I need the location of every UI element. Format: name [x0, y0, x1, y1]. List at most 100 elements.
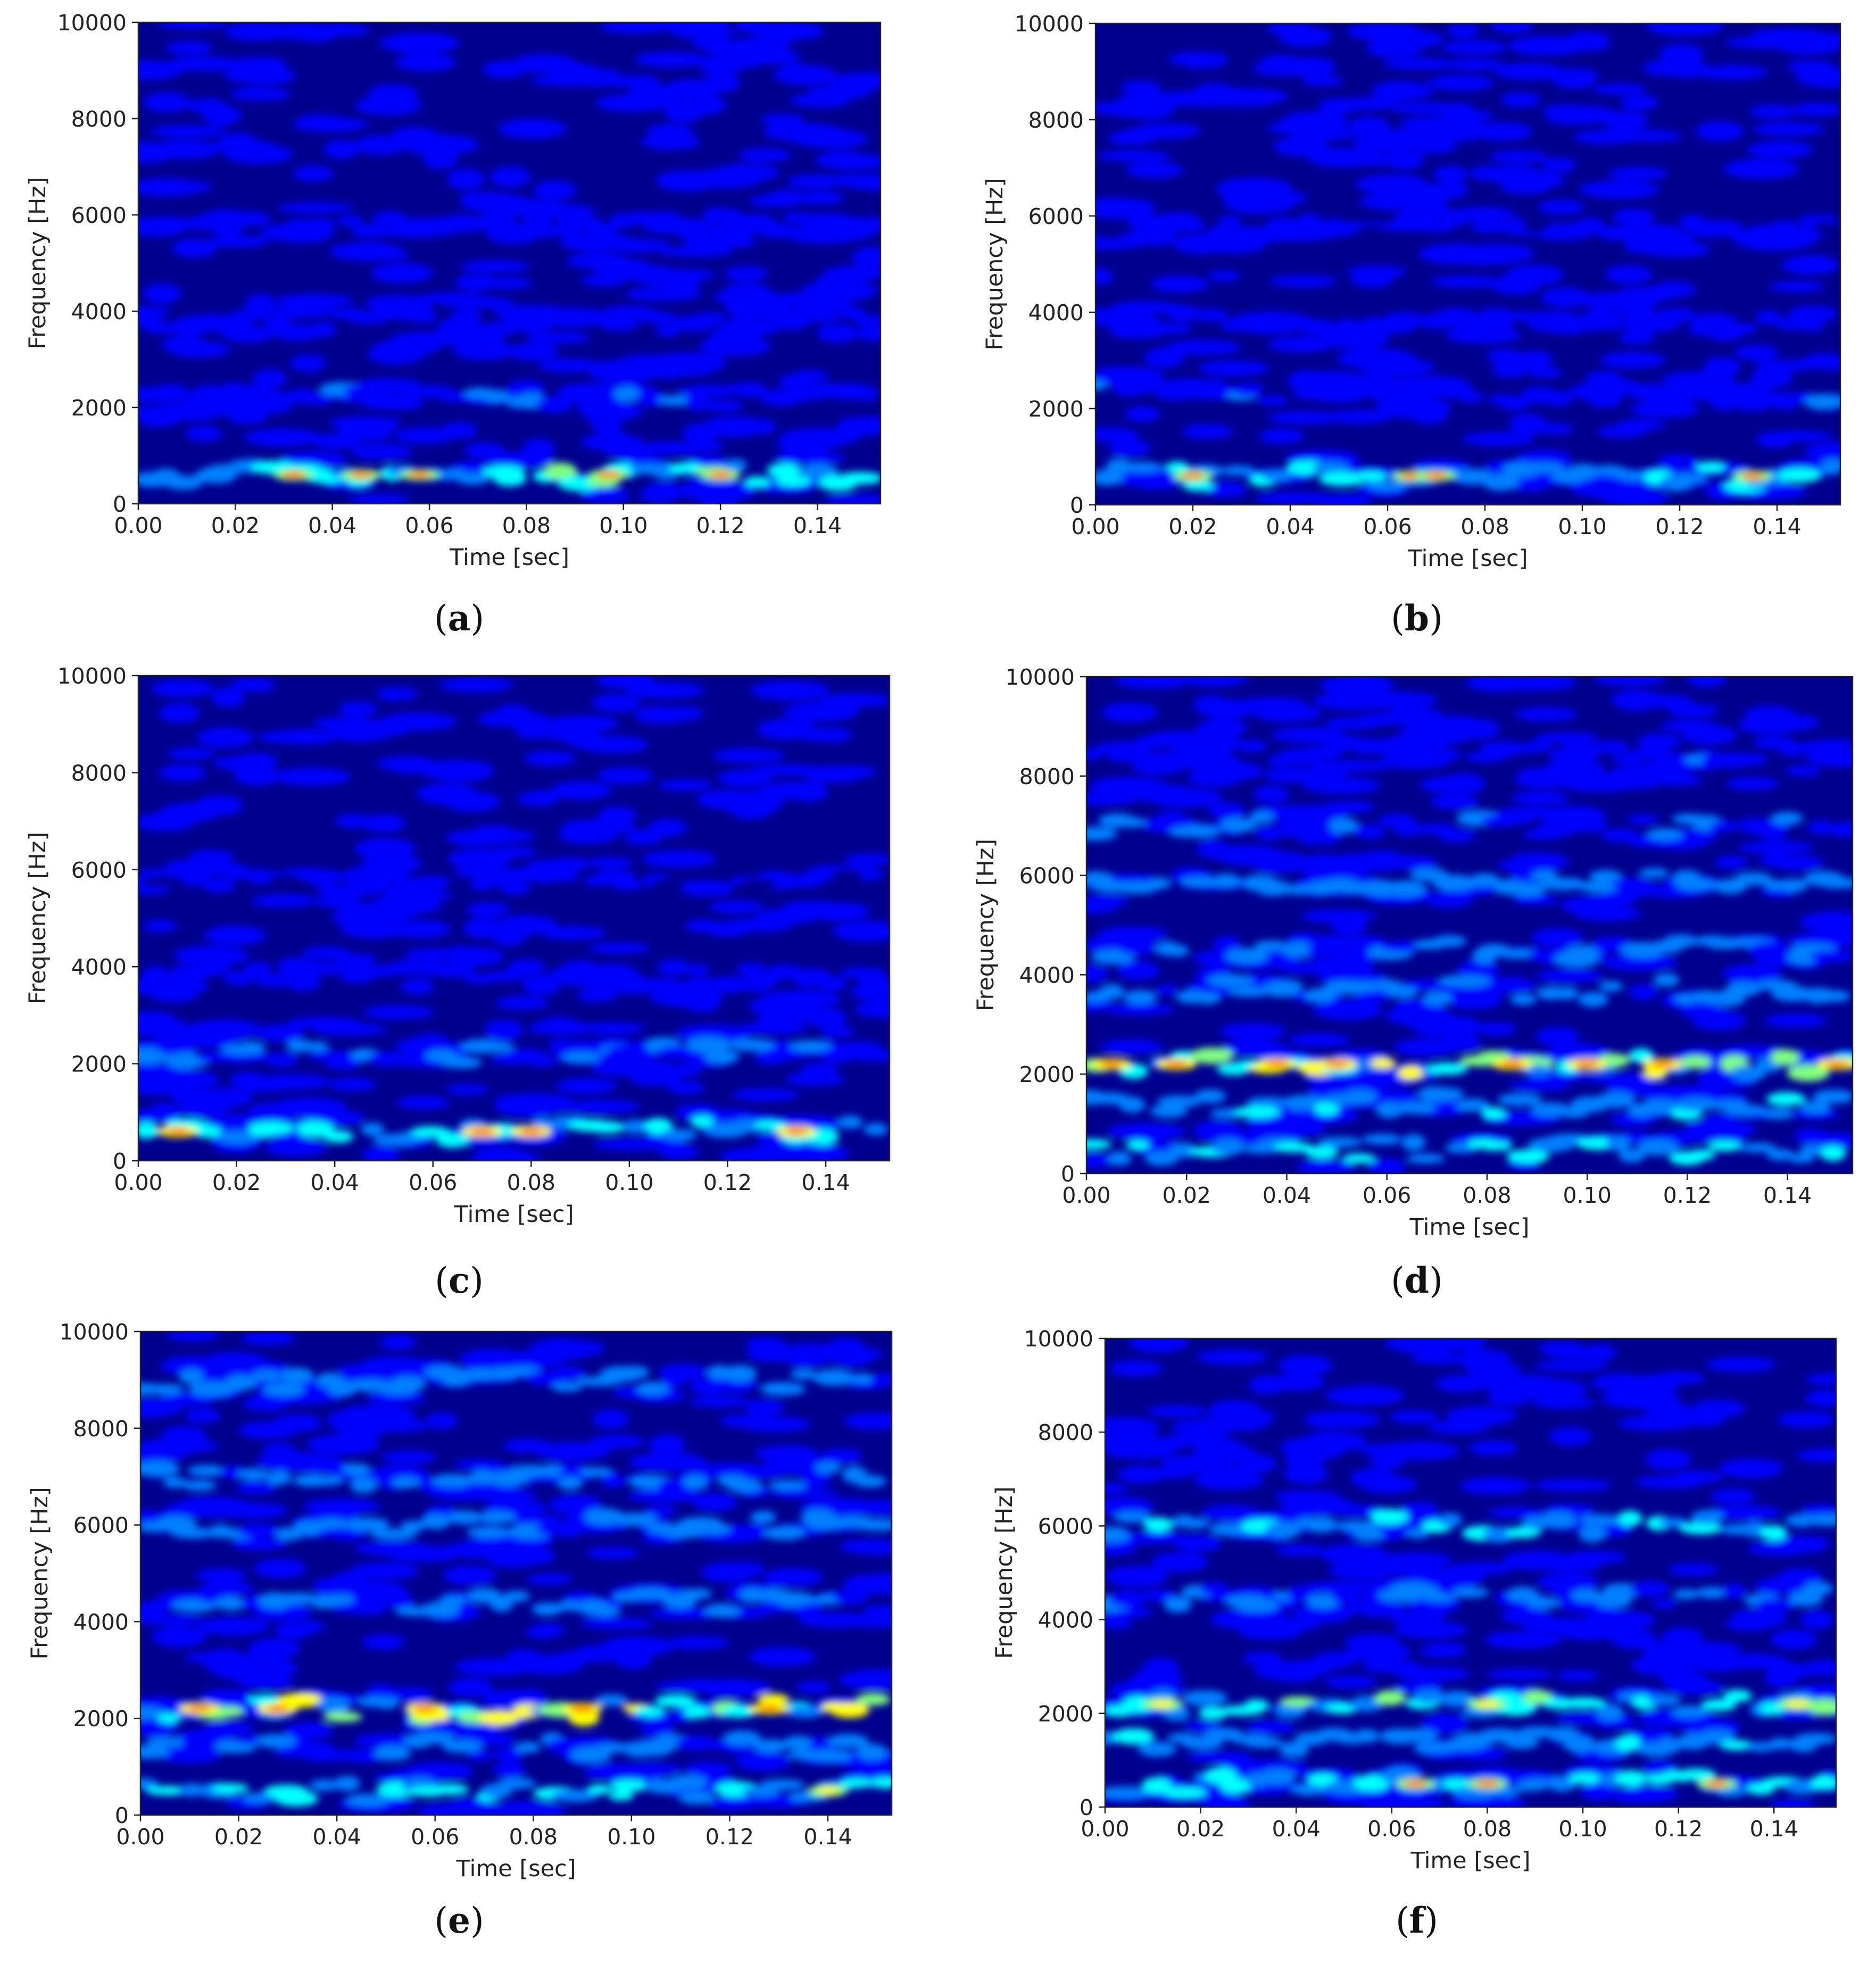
spectrogram-cell: [723, 1730, 761, 1746]
spectrogram-cell: [196, 1051, 226, 1062]
spectrogram-cell: [186, 426, 222, 442]
spectrogram-cell: [500, 881, 531, 895]
spectrogram-cell: [583, 383, 623, 400]
spectrogram-cell: [1786, 765, 1820, 777]
spectrogram-cell: [1503, 1736, 1539, 1749]
spectrogram-cell: [559, 826, 619, 844]
spectrogram-cell: [644, 1505, 677, 1517]
spectrogram-cell: [1475, 1700, 1499, 1708]
spectrogram-cell: [1509, 1080, 1570, 1092]
spectrogram-cell: [585, 224, 618, 237]
spectrogram-cell: [265, 1138, 327, 1156]
spectrogram-cell: [605, 1045, 649, 1061]
spectrogram-cell: [503, 1591, 530, 1602]
spectrogram-cell: [1577, 894, 1636, 908]
spectrogram-cell: [144, 92, 191, 113]
spectrogram-cell: [1097, 150, 1172, 162]
spectrogram-cell: [1328, 410, 1391, 424]
spectrogram-cell: [1259, 428, 1305, 444]
spectrogram-cell: [661, 1371, 686, 1388]
spectrogram-cell: [1119, 940, 1157, 956]
spectrogram-cell: [271, 1097, 347, 1117]
spectrogram-cell: [418, 292, 487, 304]
plot-frame: [1085, 676, 1854, 1175]
spectrogram-cell: [679, 1588, 712, 1600]
spectrogram-cell: [837, 416, 881, 434]
spectrogram-cell: [159, 703, 200, 723]
spectrogram-cell: [380, 1335, 417, 1350]
spectrogram-cell: [1211, 873, 1241, 889]
spectrogram-cell: [1393, 1621, 1467, 1639]
spectrogram-cell: [1112, 1728, 1155, 1745]
spectrogram-cell: [290, 355, 327, 372]
spectrogram-cell: [1449, 1795, 1526, 1807]
spectrogram-cell: [1306, 1516, 1337, 1533]
spectrogram-cell: [1571, 1589, 1603, 1602]
spectrogram-cell: [525, 331, 590, 344]
spectrogram-cell: [1639, 868, 1669, 878]
spectrogram-cell: [1106, 1003, 1174, 1016]
spectrogram-cell: [1366, 38, 1424, 58]
spectrogram-cell: [853, 1475, 886, 1488]
spectrogram-cell: [525, 1371, 567, 1386]
spectrogram-cell: [804, 765, 865, 783]
y-tick-label: 0: [113, 492, 127, 517]
y-tick-label: 0: [113, 1149, 127, 1174]
spectrogram-cell: [1658, 1517, 1688, 1528]
x-tick-label: 0.00: [116, 1824, 164, 1850]
spectrogram-cell: [1803, 1582, 1834, 1595]
y-tick-label: 0: [1061, 1161, 1075, 1187]
spectrogram-cell: [171, 964, 202, 977]
spectrogram-cell: [534, 180, 577, 200]
spectrogram-cell: [1282, 941, 1314, 958]
x-tick-label: 0.12: [1655, 514, 1704, 539]
spectrogram-cell: [1165, 1060, 1189, 1068]
spectrogram-cell: [615, 1762, 683, 1775]
spectrogram-cell: [1744, 345, 1778, 361]
spectrogram-cell: [1214, 845, 1284, 866]
spectrogram-cell: [1730, 1065, 1766, 1081]
spectrogram-cell: [1309, 1416, 1347, 1429]
spectrogram-cell: [1424, 472, 1448, 480]
spectrogram-cell: [236, 1481, 277, 1494]
y-tick-label: 6000: [1038, 1513, 1093, 1539]
spectrogram-cell: [514, 1742, 541, 1753]
spectrogram-cell: [728, 1038, 775, 1052]
spectrogram-cell: [404, 948, 467, 961]
x-tick-label: 0.06: [1363, 1183, 1411, 1208]
spectrogram-cell: [1797, 1449, 1836, 1462]
spectrogram-cell: [637, 311, 676, 324]
spectrogram-cell: [1568, 1772, 1603, 1784]
spectrogram-cell: [503, 1438, 552, 1453]
spectrogram-cell: [597, 471, 621, 479]
spectrogram-cell: [731, 1119, 765, 1133]
x-tick-label: 0.14: [803, 1824, 852, 1850]
spectrogram-cell: [254, 1559, 306, 1578]
spectrogram-cell: [1579, 1526, 1606, 1543]
spectrogram-cell: [1601, 489, 1669, 505]
spectrogram-cell: [538, 358, 600, 373]
spectrogram-cell: [767, 463, 802, 478]
spectrogram-cell: [1608, 167, 1669, 180]
spectrogram-cell: [551, 1382, 583, 1392]
x-tick-label: 0.02: [1168, 514, 1217, 539]
spectrogram-cell: [460, 1349, 527, 1370]
spectrogram-cell: [355, 135, 406, 155]
spectrogram-cell: [1768, 1738, 1794, 1750]
spectrogram-cell: [1410, 1352, 1471, 1364]
spectrogram-cell: [1611, 129, 1682, 142]
spectrogram-cell: [270, 22, 333, 40]
spectrogram-cell: [1106, 458, 1132, 475]
spectrogram-cell: [871, 1777, 892, 1789]
spectrogram-cell: [1401, 1134, 1426, 1151]
spectrogram-cell: [140, 1509, 162, 1521]
x-tick-label: 0.14: [1763, 1183, 1812, 1208]
spectrogram-cell: [202, 878, 236, 893]
spectrogram-cell: [1303, 1581, 1379, 1593]
spectrogram-cell: [1790, 1540, 1827, 1552]
spectrogram-cell: [1367, 1159, 1406, 1174]
spectrogram-panel-f: 0.00 0.02 0.04 0.06 0.08 0.10 0.12 0.14 0 2000 400…: [991, 1326, 1837, 1941]
spectrogram-cell: [1441, 102, 1474, 118]
spectrogram-cell: [784, 1128, 808, 1136]
x-axis-label: Time [sec]: [1410, 1848, 1531, 1874]
